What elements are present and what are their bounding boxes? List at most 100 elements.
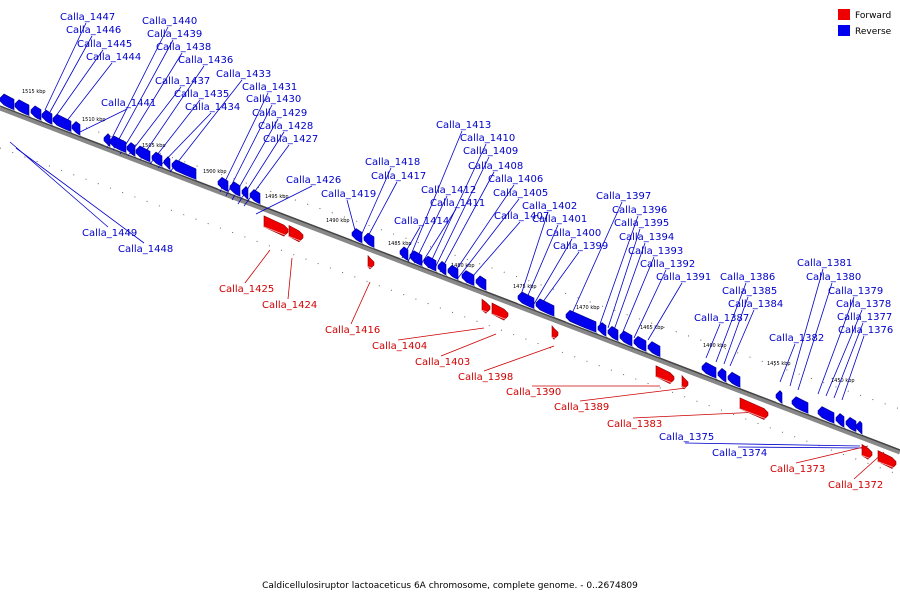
gene-feature[interactable]: [351, 228, 363, 244]
gene-label[interactable]: Calla_1400: [546, 228, 601, 239]
gene-label[interactable]: Calla_1435: [174, 89, 229, 100]
gene-label[interactable]: Calla_1434: [185, 102, 240, 113]
gene-label[interactable]: Calla_1439: [147, 29, 202, 40]
gene-label[interactable]: Calla_1399: [553, 241, 608, 252]
gene-label[interactable]: Calla_1437: [155, 76, 210, 87]
gene-label[interactable]: Calla_1398: [458, 372, 513, 383]
gene-label[interactable]: Calla_1379: [828, 286, 883, 297]
gene-feature[interactable]: [701, 361, 717, 380]
gene-feature[interactable]: [217, 176, 229, 193]
gene-label[interactable]: Calla_1373: [770, 464, 825, 475]
gene-feature[interactable]: [481, 298, 491, 314]
gene-feature[interactable]: [288, 224, 304, 243]
gene-label[interactable]: Calla_1411: [430, 198, 485, 209]
gene-label[interactable]: Calla_1446: [66, 25, 121, 36]
gene-feature[interactable]: [241, 186, 249, 201]
gene-label[interactable]: Calla_1383: [607, 419, 662, 430]
gene-feature[interactable]: [727, 371, 741, 389]
gene-label[interactable]: Calla_1406: [488, 174, 543, 185]
gene-label[interactable]: Calla_1378: [836, 299, 891, 310]
gene-label[interactable]: Calla_1401: [532, 214, 587, 225]
gene-label[interactable]: Calla_1419: [321, 189, 376, 200]
gene-label[interactable]: Calla_1396: [612, 205, 667, 216]
gene-feature[interactable]: [655, 365, 675, 384]
gene-label[interactable]: Calla_1387: [694, 313, 749, 324]
gene-label[interactable]: Calla_1430: [246, 94, 301, 105]
gene-label[interactable]: Calla_1389: [554, 402, 609, 413]
gene-feature[interactable]: [229, 181, 241, 198]
gene-label[interactable]: Calla_1394: [619, 232, 674, 243]
gene-feature[interactable]: [367, 254, 375, 270]
gene-label[interactable]: Calla_1385: [722, 286, 777, 297]
gene-label[interactable]: Calla_1382: [769, 333, 824, 344]
gene-label[interactable]: Calla_1404: [372, 341, 427, 352]
gene-feature[interactable]: [877, 450, 897, 469]
gene-feature[interactable]: [52, 113, 72, 133]
gene-label[interactable]: Calla_1428: [258, 121, 313, 132]
gene-feature[interactable]: [0, 93, 15, 111]
gene-feature[interactable]: [619, 330, 633, 348]
gene-feature[interactable]: [103, 133, 111, 148]
gene-label[interactable]: Calla_1372: [828, 480, 883, 491]
gene-label[interactable]: Calla_1405: [493, 188, 548, 199]
gene-label[interactable]: Calla_1448: [118, 244, 173, 255]
gene-label[interactable]: Calla_1413: [436, 120, 491, 131]
gene-feature[interactable]: [447, 264, 459, 281]
gene-label[interactable]: Calla_1449: [82, 228, 137, 239]
gene-feature[interactable]: [817, 406, 835, 425]
gene-label[interactable]: Calla_1444: [86, 52, 141, 63]
gene-label[interactable]: Calla_1395: [614, 218, 669, 229]
gene-feature[interactable]: [30, 105, 42, 122]
gene-label[interactable]: Calla_1416: [325, 325, 380, 336]
gene-label[interactable]: Calla_1418: [365, 157, 420, 168]
gene-feature[interactable]: [855, 420, 863, 436]
gene-label[interactable]: Calla_1445: [77, 39, 132, 50]
gene-feature[interactable]: [791, 396, 809, 415]
gene-feature[interactable]: [409, 250, 423, 267]
gene-label[interactable]: Calla_1403: [415, 357, 470, 368]
gene-label[interactable]: Calla_1447: [60, 12, 115, 23]
gene-label[interactable]: Calla_1424: [262, 300, 317, 311]
gene-label[interactable]: Calla_1431: [242, 82, 297, 93]
gene-label[interactable]: Calla_1402: [522, 201, 577, 212]
gene-label[interactable]: Calla_1426: [286, 175, 341, 186]
gene-feature[interactable]: [835, 413, 845, 429]
gene-feature[interactable]: [399, 246, 409, 262]
gene-label[interactable]: Calla_1409: [463, 146, 518, 157]
gene-label[interactable]: Calla_1429: [252, 108, 307, 119]
gene-feature[interactable]: [551, 325, 559, 340]
gene-feature[interactable]: [171, 159, 197, 181]
gene-feature[interactable]: [263, 215, 289, 237]
gene-label[interactable]: Calla_1410: [460, 133, 515, 144]
gene-feature[interactable]: [475, 275, 487, 292]
gene-label[interactable]: Calla_1397: [596, 191, 651, 202]
gene-label[interactable]: Calla_1441: [101, 98, 156, 109]
gene-label[interactable]: Calla_1374: [712, 448, 767, 459]
gene-feature[interactable]: [565, 309, 597, 334]
gene-feature[interactable]: [126, 142, 136, 158]
gene-label[interactable]: Calla_1376: [838, 325, 893, 336]
gene-label[interactable]: Calla_1392: [640, 259, 695, 270]
gene-feature[interactable]: [151, 151, 163, 168]
gene-label[interactable]: Calla_1414: [394, 216, 449, 227]
gene-feature[interactable]: [363, 232, 375, 249]
gene-feature[interactable]: [717, 368, 727, 384]
gene-feature[interactable]: [135, 145, 151, 163]
gene-feature[interactable]: [681, 374, 689, 390]
gene-label[interactable]: Calla_1438: [156, 42, 211, 53]
gene-feature[interactable]: [517, 291, 535, 310]
gene-feature[interactable]: [491, 302, 509, 321]
gene-feature[interactable]: [41, 109, 53, 126]
gene-feature[interactable]: [633, 335, 647, 353]
gene-feature[interactable]: [461, 270, 475, 287]
gene-feature[interactable]: [861, 443, 873, 460]
gene-label[interactable]: Calla_1412: [421, 185, 476, 196]
gene-label[interactable]: Calla_1408: [468, 161, 523, 172]
gene-label[interactable]: Calla_1417: [371, 171, 426, 182]
gene-feature[interactable]: [14, 99, 30, 117]
gene-label[interactable]: Calla_1433: [216, 69, 271, 80]
gene-label[interactable]: Calla_1427: [263, 134, 318, 145]
gene-feature[interactable]: [71, 121, 81, 137]
gene-feature[interactable]: [739, 397, 769, 420]
gene-feature[interactable]: [423, 255, 437, 273]
